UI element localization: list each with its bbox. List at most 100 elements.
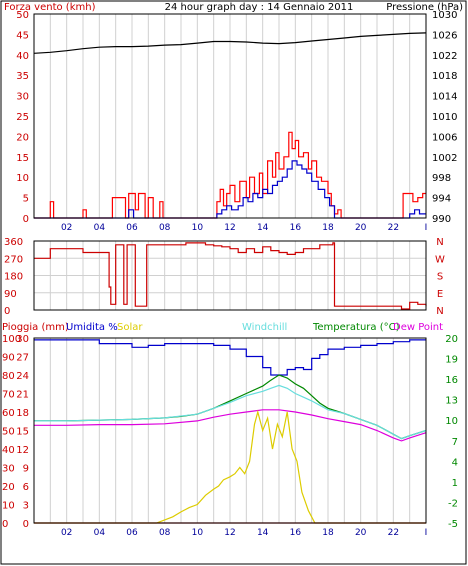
x-tick-label: 06 bbox=[126, 223, 138, 233]
temperature-tick-label: -5 bbox=[448, 519, 458, 530]
humidity-temperature-x-ticks: 02 04 06 08 10 12 14 16 18 20 22 I bbox=[61, 528, 427, 538]
wind-pressure-series bbox=[33, 32, 427, 219]
compass-tick-label: E bbox=[437, 289, 443, 300]
humidity-tick-label: 18 bbox=[16, 408, 29, 419]
pressure-tick-label: 1006 bbox=[432, 132, 457, 143]
humidity-tick-label: 9 bbox=[23, 464, 29, 475]
wind-tick-label: 50 bbox=[16, 10, 29, 21]
humidity-line bbox=[34, 339, 426, 376]
wind-pressure-plot-frame bbox=[33, 13, 427, 219]
pressure-tick-label: 1030 bbox=[432, 10, 457, 21]
x-tick-label: 04 bbox=[94, 223, 106, 233]
pressure-axis-label: Pressione (hPa) bbox=[386, 2, 463, 13]
x-tick-label: 22 bbox=[388, 223, 399, 233]
x-tick-label: 02 bbox=[61, 528, 72, 538]
rain-tick-label: 60 bbox=[2, 408, 15, 419]
pressure-tick-label: 1018 bbox=[432, 71, 457, 82]
pressure-tick-label: 1010 bbox=[432, 112, 457, 123]
x-tick-label: 12 bbox=[224, 223, 235, 233]
x-tick-label: 10 bbox=[192, 223, 204, 233]
wind-tick-label: 20 bbox=[16, 132, 29, 143]
graph-title: 24 hour graph day : 14 Gennaio 2011 bbox=[165, 2, 354, 13]
humidity-tick-label: 27 bbox=[16, 353, 29, 364]
rain-tick-label: 90 bbox=[2, 353, 15, 364]
pressure-tick-label: 998 bbox=[432, 173, 451, 184]
humidity-tick-label: 3 bbox=[23, 501, 29, 512]
temperature-tick-label: -2 bbox=[448, 498, 458, 509]
direction-tick-label: 360 bbox=[4, 237, 23, 248]
temperature-tick-label: 13 bbox=[445, 396, 458, 407]
wind-pressure-x-ticks: 02 04 06 08 10 12 14 16 18 20 22 I bbox=[61, 223, 427, 233]
humidity-tick-label: 30 bbox=[16, 334, 29, 345]
direction-tick-label: 180 bbox=[4, 272, 23, 283]
x-tick-label: 18 bbox=[322, 528, 334, 538]
wind-direction-series bbox=[34, 242, 427, 310]
wind-tick-label: 45 bbox=[16, 30, 29, 41]
wind-direction-grid bbox=[34, 241, 426, 310]
wind-axis-label: Forza vento (kmh) bbox=[4, 2, 96, 13]
wind-tick-label: 35 bbox=[16, 71, 29, 82]
humidity-temperature-legend: Pioggia (mm) Umidita % Solar Windchill T… bbox=[2, 322, 443, 333]
wind-tick-label: 25 bbox=[16, 112, 29, 123]
wind-average-line bbox=[34, 160, 426, 219]
temperature-tick-label: 16 bbox=[445, 375, 458, 386]
direction-tick-label: 270 bbox=[4, 254, 23, 265]
x-tick-label: 12 bbox=[224, 528, 235, 538]
wind-direction-line bbox=[34, 242, 427, 310]
humidity-tick-label: 12 bbox=[16, 445, 29, 456]
pressure-line bbox=[33, 32, 427, 54]
rain-tick-label: 30 bbox=[2, 464, 15, 475]
pressure-tick-label: 1002 bbox=[432, 153, 457, 164]
temperature-tick-label: 19 bbox=[445, 355, 458, 366]
temperature-tick-label: 10 bbox=[445, 416, 458, 427]
pressure-tick-label: 1022 bbox=[432, 51, 457, 62]
rain-tick-label: 50 bbox=[2, 427, 15, 438]
x-tick-label: 20 bbox=[355, 223, 367, 233]
rain-tick-label: 0 bbox=[2, 519, 8, 530]
humidity-tick-label: 24 bbox=[16, 371, 29, 382]
x-tick-label: 16 bbox=[290, 528, 302, 538]
wind-tick-label: 30 bbox=[16, 92, 29, 103]
rain-tick-label: 100 bbox=[2, 334, 21, 345]
x-tick-label: 14 bbox=[257, 223, 269, 233]
windchill-line bbox=[34, 384, 427, 440]
compass-tick-label: W bbox=[435, 254, 445, 265]
humidity-tick-label: 15 bbox=[16, 427, 29, 438]
humidity-tick-label: 21 bbox=[16, 390, 29, 401]
x-tick-label: 06 bbox=[126, 528, 138, 538]
x-tick-label: I bbox=[425, 223, 428, 233]
wind-tick-label: 5 bbox=[23, 194, 29, 205]
label-rain: Pioggia (mm) bbox=[2, 322, 69, 333]
label-humidity: Umidita % bbox=[66, 322, 118, 333]
wind-tick-label: 10 bbox=[16, 173, 29, 184]
pressure-tick-label: 1026 bbox=[432, 30, 457, 41]
x-tick-label: 16 bbox=[290, 223, 302, 233]
solar-line bbox=[34, 409, 426, 524]
x-tick-label: 22 bbox=[388, 528, 399, 538]
x-tick-label: 14 bbox=[257, 528, 269, 538]
direction-tick-label: 0 bbox=[4, 306, 10, 317]
rain-tick-label: 20 bbox=[2, 482, 15, 493]
temperature-tick-label: 4 bbox=[452, 457, 458, 468]
x-tick-label: 10 bbox=[192, 528, 204, 538]
pressure-tick-label: 994 bbox=[432, 194, 451, 205]
humidity-tick-label: 0 bbox=[23, 519, 29, 530]
label-solar: Solar bbox=[117, 322, 143, 333]
direction-tick-label: 90 bbox=[4, 289, 17, 300]
label-windchill: Windchill bbox=[242, 322, 287, 333]
temperature-tick-label: 1 bbox=[452, 478, 458, 489]
compass-tick-label: N bbox=[436, 306, 443, 317]
x-tick-label: 20 bbox=[355, 528, 367, 538]
humidity-tick-label: 6 bbox=[23, 482, 29, 493]
wind-tick-label: 40 bbox=[16, 51, 29, 62]
humidity-temperature-plot-frame bbox=[33, 337, 427, 524]
x-tick-label: 02 bbox=[61, 223, 72, 233]
rain-tick-label: 80 bbox=[2, 371, 15, 382]
x-tick-label: 08 bbox=[159, 223, 171, 233]
wind-pressure-ticks: 0 5 10 15 20 25 30 35 40 45 50 990 994 998 1002 1006 101… bbox=[16, 10, 457, 225]
compass-tick-label: S bbox=[437, 272, 443, 283]
